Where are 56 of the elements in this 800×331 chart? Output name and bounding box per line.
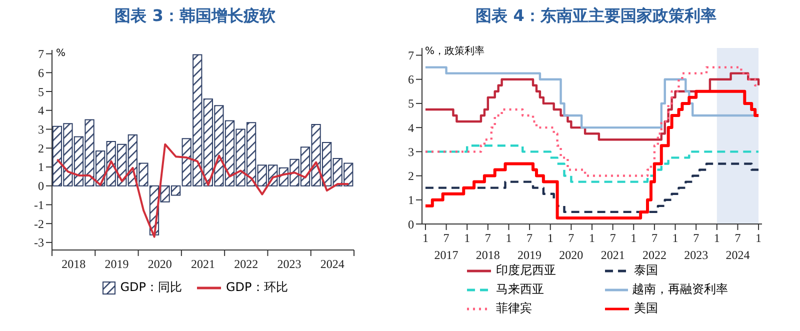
x-tick-label: 2019 [104,257,129,271]
x-tick-label: 2021 [191,257,215,271]
y-tick-label: 4 [38,104,44,118]
y-tick-label: 6 [408,72,414,87]
y-tick-label: 2 [408,169,414,184]
x-tick-label: 1 [422,231,428,245]
legend-label: 美国 [634,300,658,317]
x-tick-label: 7 2019 [518,231,542,262]
chart-title: 图表 4：东南亚主要国家政策利率 [474,6,718,27]
legend-label: 泰国 [634,262,658,279]
legend-label: GDP：环比 [226,279,288,296]
legend-label: 菲律宾 [496,300,532,317]
y-tick-label: 1 [408,193,414,208]
x-tick-label: 2022 [234,257,258,271]
y-tick-label: 3 [408,144,414,159]
y-tick-label: 7 [38,47,44,62]
x-tick-label: 2024 [320,257,344,271]
x-tick-label: 1 [547,231,554,245]
legend-label: 越南，再融资利率 [632,281,728,298]
y-tick-label: 5 [38,84,44,99]
x-tick-label: 1 [756,231,762,245]
y-tick-label: 5 [408,96,414,111]
y-tick-label: -3 [34,236,44,250]
y-tick-label: -1 [34,198,44,212]
x-tick-label: 7 2017 [434,231,458,262]
x-tick-label: 1 [630,231,637,245]
chart-title: 图表 3：韩国增长疲软 [114,6,276,27]
x-tick-label: 7 2024 [726,231,750,262]
y-tick-label: 7 [408,48,414,62]
x-tick-label: 2018 [62,257,86,271]
x-tick-label: 7 2021 [600,231,625,262]
y-tick-label: 4 [408,120,414,135]
y-tick-label: 6 [38,66,44,80]
legend-label: GDP：同比 [120,279,182,296]
x-tick-label: 1 [506,231,512,245]
x-tick-label: 1 [672,231,678,245]
x-tick-label: 1 [464,231,470,245]
x-tick-label: 7 2022 [642,231,666,262]
x-tick-label: 7 2023 [684,231,708,262]
x-tick-label: 2020 [148,257,172,271]
x-tick-label: 1 [714,231,720,245]
x-tick-label: 7 2018 [476,231,500,262]
legend-label: 印度尼西亚 [496,262,556,279]
x-tick-label: 7 2020 [559,231,584,262]
line-series [56,143,350,238]
y-tick-label: 0 [408,217,414,232]
y-tick-label: 3 [38,122,44,137]
x-tick-label: 2023 [277,257,302,271]
y-tick-label: 0 [38,179,44,194]
y-tick-label: 1 [38,160,44,174]
x-tick-label: 1 [589,231,595,245]
y-tick-label: -2 [34,216,44,231]
y-tick-label: 2 [38,141,44,156]
y-axis-title: %，政策利率 [425,44,485,58]
y-axis-title: % [56,48,66,59]
legend-label: 马来西亚 [496,281,544,298]
